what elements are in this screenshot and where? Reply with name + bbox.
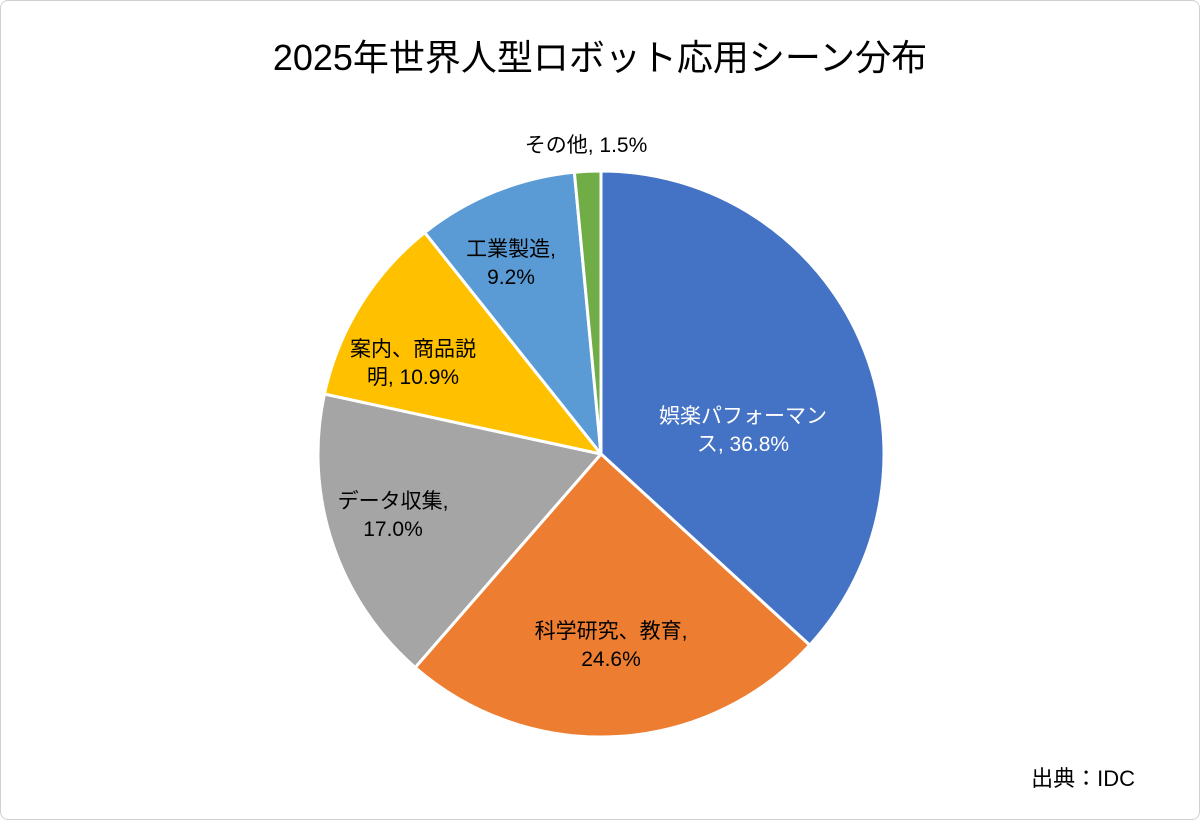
data-label: データ収集, 17.0% — [337, 490, 449, 541]
pie-slice — [322, 231, 603, 456]
data-label: その他, 1.5% — [524, 134, 648, 157]
pie-slice — [572, 169, 603, 456]
data-label: 娯楽パフォーマンス, 36.8% — [659, 405, 827, 456]
pie-slice — [316, 392, 603, 669]
chart-title: 2025年世界人型ロボット応用シーン分布 — [272, 37, 928, 78]
data-label: 工業製造, 9.2% — [466, 238, 556, 289]
pie-slice — [599, 169, 886, 647]
data-label: 案内、商品説明, 10.9% — [350, 338, 476, 389]
data-label: 科学研究、教育, 24.6% — [534, 620, 688, 671]
pie-slice — [423, 170, 603, 456]
source-note: 出典：IDC — [1031, 766, 1135, 791]
pie-slice — [413, 452, 812, 739]
